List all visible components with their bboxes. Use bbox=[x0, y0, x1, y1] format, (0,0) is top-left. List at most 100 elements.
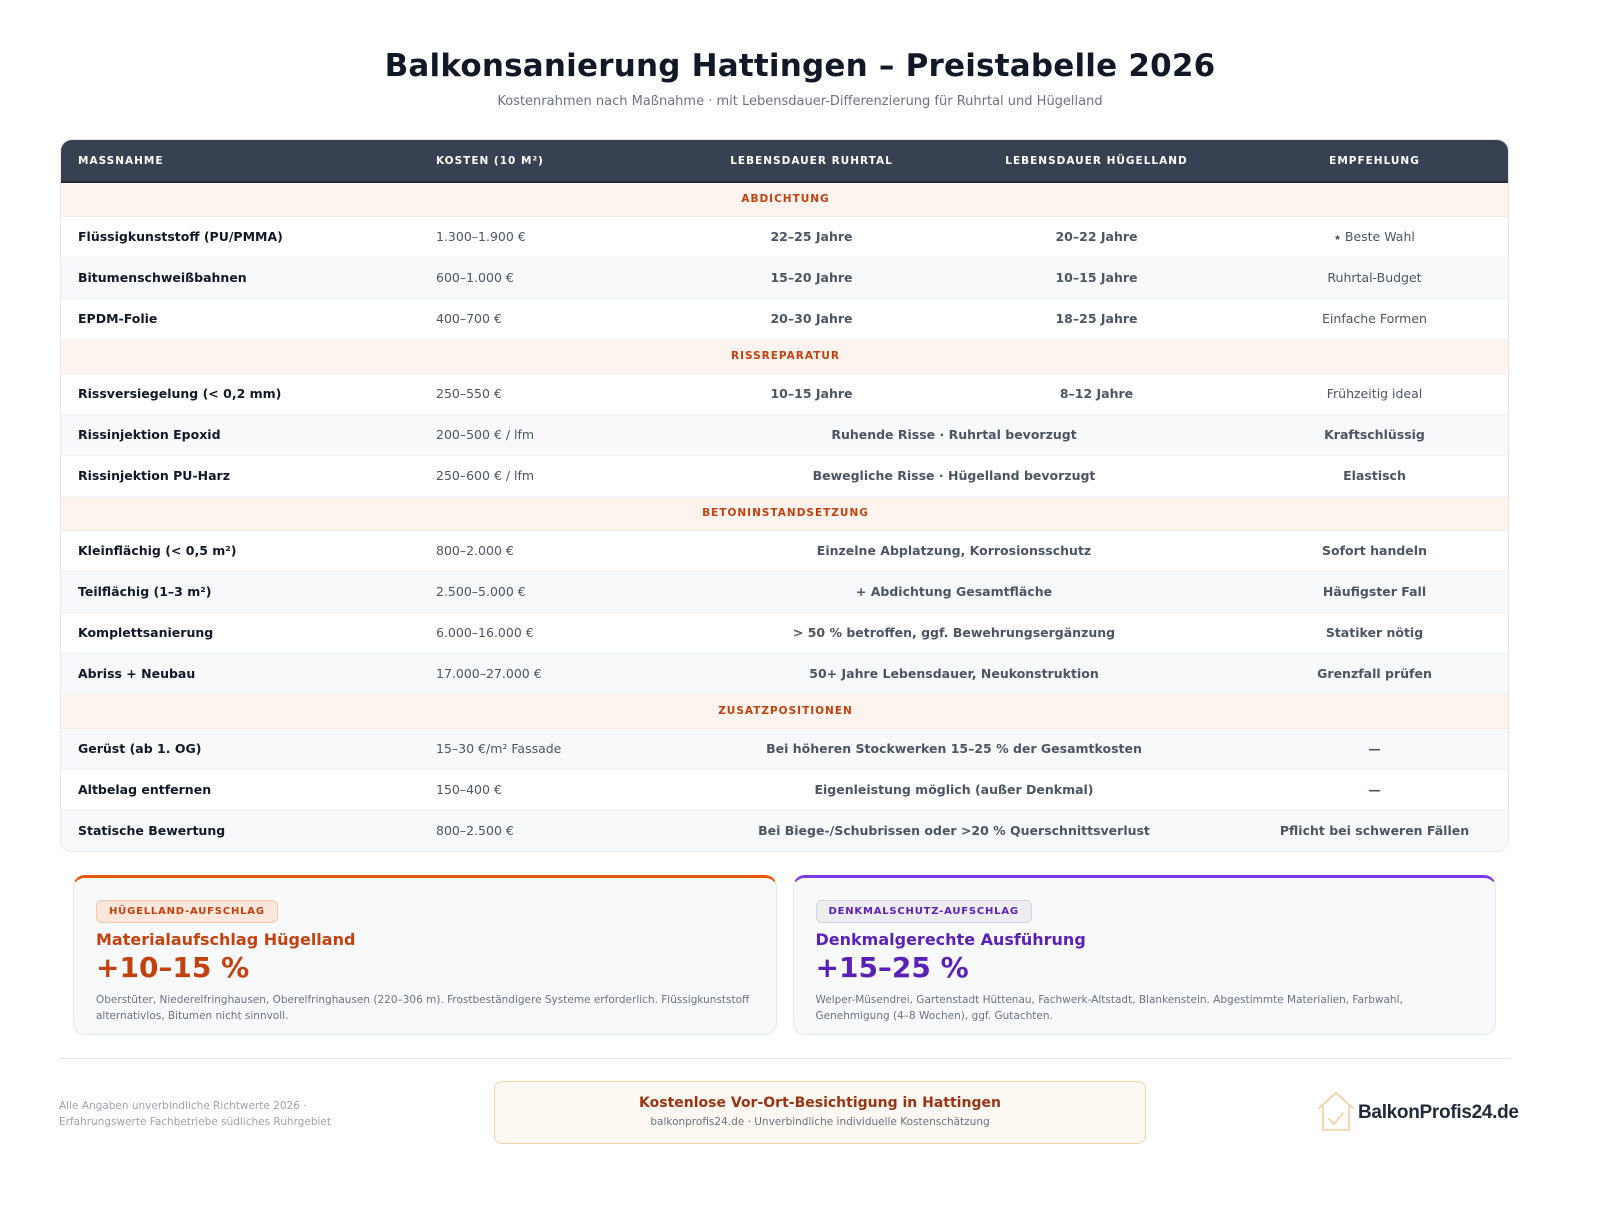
row-name: Teilflächig (1–3 m²) bbox=[61, 571, 419, 613]
row-name: EPDM-Folie bbox=[61, 298, 419, 340]
row-lifetime-huegelland: 10–15 Jahre bbox=[954, 257, 1239, 299]
row-name: Flüssigkunststoff (PU/PMMA) bbox=[61, 216, 419, 258]
row-name: Rissversiegelung (< 0,2 mm) bbox=[61, 373, 419, 415]
table-row: Rissversiegelung (< 0,2 mm) 250–550 € 10… bbox=[61, 373, 1508, 415]
table-row: Bitumenschweißbahnen 600–1.000 € 15–20 J… bbox=[61, 257, 1508, 299]
table-row: Komplettsanierung 6.000–16.000 € > 50 % … bbox=[61, 612, 1508, 654]
row-name: Rissinjektion PU-Harz bbox=[61, 455, 419, 497]
disclaimer-line-1: Alle Angaben unverbindliche Richtwerte 2… bbox=[59, 1100, 307, 1112]
row-name: Abriss + Neubau bbox=[61, 653, 419, 695]
table-row: Rissinjektion PU-Harz 250–600 € / lfm Be… bbox=[61, 455, 1508, 497]
column-header-lebensdauer-ruhrtal: Lebensdauer Ruhrtal bbox=[730, 154, 893, 167]
row-name: Bitumenschweißbahnen bbox=[61, 257, 419, 299]
row-note: Ruhende Risse · Ruhrtal bevorzugt bbox=[669, 414, 1239, 456]
row-lifetime-huegelland: 18–25 Jahre bbox=[954, 298, 1239, 340]
section-label: Abdichtung bbox=[61, 182, 1508, 217]
column-header-lebensdauer-huegelland: Lebensdauer Hügelland bbox=[1005, 154, 1188, 167]
brand-logo: BalkonProfis24.de bbox=[1316, 1090, 1519, 1136]
house-check-icon bbox=[1316, 1090, 1356, 1136]
card-value: +10–15 % bbox=[96, 951, 250, 984]
row-note: + Abdichtung Gesamtfläche bbox=[669, 571, 1239, 613]
card-title: Denkmalgerechte Ausführung bbox=[815, 930, 1086, 949]
column-header-kosten: Kosten (10 m²) bbox=[436, 154, 544, 167]
page-header: Balkonsanierung Hattingen – Preistabelle… bbox=[0, 0, 1600, 109]
card-badge: Hügelland-Aufschlag bbox=[96, 900, 278, 923]
section-row-zusatzpositionen: Zusatzpositionen bbox=[61, 694, 1508, 729]
row-lifetime-ruhrtal: 20–30 Jahre bbox=[669, 298, 954, 340]
page-subtitle: Kostenrahmen nach Maßnahme · mit Lebensd… bbox=[497, 94, 1103, 109]
table-header-row: Massnahme Kosten (10 m²) Lebensdauer Ruh… bbox=[61, 140, 1508, 182]
cta-box-site-visit[interactable]: Kostenlose Vor-Ort-Besichtigung in Hatti… bbox=[494, 1081, 1146, 1144]
row-cost: 600–1.000 € bbox=[419, 257, 669, 299]
row-name: Kleinflächig (< 0,5 m²) bbox=[61, 530, 419, 572]
section-row-betoninstandsetzung: Betoninstandsetzung bbox=[61, 496, 1508, 531]
column-header-empfehlung: Empfehlung bbox=[1329, 154, 1420, 167]
row-recommendation: Pflicht bei schweren Fällen bbox=[1239, 810, 1508, 851]
section-label: Betoninstandsetzung bbox=[61, 496, 1508, 531]
row-recommendation: Elastisch bbox=[1239, 455, 1508, 497]
card-description: Welper-Müsendrei, Gartenstadt Hüttenau, … bbox=[815, 994, 1403, 1022]
table-row: Gerüst (ab 1. OG) 15–30 €/m² Fassade Bei… bbox=[61, 728, 1508, 770]
row-cost: 2.500–5.000 € bbox=[419, 571, 669, 613]
card-value: +15–25 % bbox=[815, 951, 969, 984]
row-recommendation: Statiker nötig bbox=[1239, 612, 1508, 654]
table-row: Kleinflächig (< 0,5 m²) 800–2.000 € Einz… bbox=[61, 530, 1508, 572]
page-title: Balkonsanierung Hattingen – Preistabelle… bbox=[384, 48, 1216, 84]
row-cost: 15–30 €/m² Fassade bbox=[419, 728, 669, 770]
row-note: Bewegliche Risse · Hügelland bevorzugt bbox=[669, 455, 1239, 497]
row-cost: 250–550 € bbox=[419, 373, 669, 415]
card-badge: Denkmalschutz-Aufschlag bbox=[815, 900, 1032, 923]
row-cost: 200–500 € / lfm bbox=[419, 414, 669, 456]
table-row: Statische Bewertung 800–2.500 € Bei Bieg… bbox=[61, 810, 1508, 851]
row-cost: 250–600 € / lfm bbox=[419, 455, 669, 497]
row-recommendation: — bbox=[1239, 728, 1508, 770]
card-huegelland-surcharge: Hügelland-Aufschlag Materialaufschlag Hü… bbox=[73, 875, 777, 1035]
surcharge-cards: Hügelland-Aufschlag Materialaufschlag Hü… bbox=[73, 875, 1496, 1035]
table-row: Flüssigkunststoff (PU/PMMA) 1.300–1.900 … bbox=[61, 216, 1508, 258]
row-cost: 1.300–1.900 € bbox=[419, 216, 669, 258]
disclaimer-line-2: Erfahrungswerte Fachbetriebe südliches R… bbox=[59, 1116, 331, 1128]
table-row: Rissinjektion Epoxid 200–500 € / lfm Ruh… bbox=[61, 414, 1508, 456]
price-table: Massnahme Kosten (10 m²) Lebensdauer Ruh… bbox=[60, 139, 1509, 852]
card-title: Materialaufschlag Hügelland bbox=[96, 930, 356, 949]
row-cost: 800–2.000 € bbox=[419, 530, 669, 572]
row-note: Eigenleistung möglich (außer Denkmal) bbox=[669, 769, 1239, 811]
section-label: Zusatzpositionen bbox=[61, 694, 1508, 729]
logo-text: BalkonProfis24.de bbox=[1358, 1102, 1519, 1123]
row-recommendation: Frühzeitig ideal bbox=[1239, 373, 1508, 415]
row-recommendation: Grenzfall prüfen bbox=[1239, 653, 1508, 695]
row-lifetime-huegelland: 8–12 Jahre bbox=[954, 373, 1239, 415]
row-lifetime-ruhrtal: 15–20 Jahre bbox=[669, 257, 954, 299]
row-note: Einzelne Abplatzung, Korrosionsschutz bbox=[669, 530, 1239, 572]
section-row-rissreparatur: Rissreparatur bbox=[61, 339, 1508, 374]
row-note: Bei Biege-/Schubrissen oder >20 % Quersc… bbox=[669, 810, 1239, 851]
section-row-abdichtung: Abdichtung bbox=[61, 182, 1508, 217]
row-recommendation: — bbox=[1239, 769, 1508, 811]
row-recommendation: Häufigster Fall bbox=[1239, 571, 1508, 613]
row-name: Gerüst (ab 1. OG) bbox=[61, 728, 419, 770]
row-note: > 50 % betroffen, ggf. Bewehrungsergänzu… bbox=[669, 612, 1239, 654]
table-row: Altbelag entfernen 150–400 € Eigenleistu… bbox=[61, 769, 1508, 811]
row-recommendation: Sofort handeln bbox=[1239, 530, 1508, 572]
row-name: Statische Bewertung bbox=[61, 810, 419, 851]
cta-title: Kostenlose Vor-Ort-Besichtigung in Hatti… bbox=[639, 1095, 1001, 1111]
column-header-massnahme: Massnahme bbox=[78, 154, 164, 167]
row-name: Altbelag entfernen bbox=[61, 769, 419, 811]
row-lifetime-ruhrtal: 10–15 Jahre bbox=[669, 373, 954, 415]
footer-divider bbox=[59, 1058, 1510, 1059]
row-lifetime-huegelland: 20–22 Jahre bbox=[954, 216, 1239, 258]
row-recommendation: Kraftschlüssig bbox=[1239, 414, 1508, 456]
card-denkmalschutz-surcharge: Denkmalschutz-Aufschlag Denkmalgerechte … bbox=[792, 875, 1496, 1035]
row-note: 50+ Jahre Lebensdauer, Neukonstruktion bbox=[669, 653, 1239, 695]
row-name: Komplettsanierung bbox=[61, 612, 419, 654]
row-lifetime-ruhrtal: 22–25 Jahre bbox=[669, 216, 954, 258]
row-name: Rissinjektion Epoxid bbox=[61, 414, 419, 456]
row-recommendation: ⭑ Beste Wahl bbox=[1239, 216, 1508, 258]
cta-subtitle: balkonprofis24.de · Unverbindliche indiv… bbox=[650, 1116, 990, 1128]
row-recommendation: Einfache Formen bbox=[1239, 298, 1508, 340]
row-cost: 150–400 € bbox=[419, 769, 669, 811]
table-row: EPDM-Folie 400–700 € 20–30 Jahre 18–25 J… bbox=[61, 298, 1508, 340]
section-label: Rissreparatur bbox=[61, 339, 1508, 374]
table-row: Teilflächig (1–3 m²) 2.500–5.000 € + Abd… bbox=[61, 571, 1508, 613]
row-cost: 400–700 € bbox=[419, 298, 669, 340]
